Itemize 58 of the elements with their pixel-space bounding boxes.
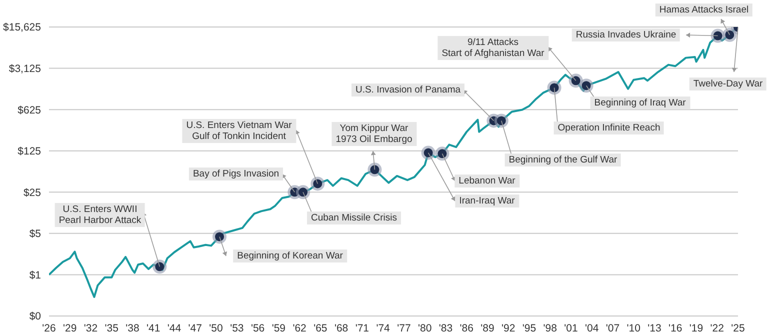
x-tick-label: '16: [668, 322, 682, 334]
x-tick-label: '29: [63, 322, 77, 334]
x-tick-label: '22: [710, 322, 724, 334]
y-tick-label: $0: [29, 310, 42, 323]
y-tick-label: $1: [29, 269, 42, 282]
y-tick-label: $3,125: [8, 63, 42, 76]
annotation: Beginning of Korean War: [233, 250, 347, 262]
x-tick-label: '04: [585, 322, 599, 334]
annotation: Iran-Iraq War: [455, 194, 519, 208]
x-tick-label: '62: [292, 322, 307, 334]
x-tick-label: '47: [188, 322, 202, 334]
x-tick-label: '19: [689, 322, 704, 334]
annotation: Yom Kippur War 1973 Oil Embargo: [332, 122, 416, 146]
annotation: Operation Infinite Reach: [554, 122, 664, 134]
x-tick-label: '95: [522, 322, 536, 334]
x-tick-label: '44: [167, 322, 182, 334]
x-tick-label: '65: [314, 322, 328, 334]
x-tick-label: '38: [126, 322, 140, 334]
x-tick-label: '41: [146, 322, 160, 334]
x-tick-label: '92: [501, 322, 516, 334]
x-tick-label: '50: [209, 322, 224, 334]
annotation: Hamas Attacks Israel: [655, 4, 753, 16]
annotation: U.S. Enters Vietnam War Gulf of Tonkin Incident: [182, 119, 296, 143]
x-tick-label: '25: [731, 322, 745, 334]
y-tick-label: $5: [29, 228, 42, 240]
y-tick-label: $15,625: [3, 22, 42, 34]
x-tick-label: '35: [104, 322, 119, 334]
annotation: 9/11 Attacks Start of Afghanistan War: [438, 36, 548, 60]
y-tick-label: $25: [23, 186, 42, 199]
x-tick-label: '32: [84, 322, 98, 334]
annotation: U.S. Enters WWII Pearl Harbor Attack: [54, 203, 146, 227]
annotation: Cuban Missile Crisis: [306, 212, 402, 224]
annotation: Russia Invades Ukraine: [572, 28, 680, 42]
x-tick-label: '77: [397, 322, 411, 334]
x-tick-label: '86: [460, 322, 474, 334]
x-tick-label: '56: [250, 322, 265, 334]
x-tick-label: '83: [438, 322, 453, 334]
x-tick-label: '01: [564, 322, 578, 334]
y-tick-label: $625: [18, 104, 42, 116]
x-tick-label: '59: [272, 322, 286, 334]
x-tick-label: '80: [418, 322, 432, 334]
x-tick-label: '13: [648, 322, 662, 334]
annotation: U.S. Invasion of Panama: [351, 84, 465, 96]
x-tick-label: '26: [42, 322, 56, 334]
x-tick-label: '68: [334, 322, 348, 334]
x-tick-label: '71: [355, 322, 370, 334]
x-tick-label: '89: [480, 322, 494, 334]
annotation: Beginning of the Gulf War: [504, 154, 622, 166]
x-tick-label: '07: [606, 322, 620, 334]
x-tick-label: '53: [230, 322, 244, 334]
annotation: Lebanon War: [454, 174, 520, 188]
y-tick-label: $125: [18, 146, 42, 158]
x-tick-label: '98: [543, 322, 558, 334]
x-tick-label: '74: [376, 322, 390, 334]
annotation: Beginning of Iraq War: [590, 96, 690, 110]
x-tick-label: '10: [626, 322, 641, 334]
annotation: Bay of Pigs Invasion: [188, 168, 284, 180]
annotation: Twelve-Day War: [689, 78, 767, 90]
